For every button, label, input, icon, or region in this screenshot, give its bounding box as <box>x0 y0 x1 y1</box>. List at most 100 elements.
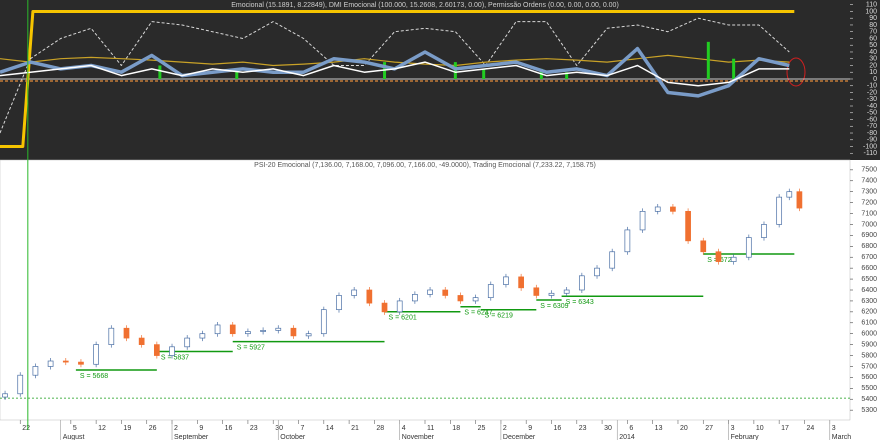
x-tick-label: 23 <box>579 425 587 432</box>
candle-body <box>351 289 358 296</box>
support-label: S = 6247 <box>464 310 492 317</box>
y-tick-label: 7400 <box>861 178 877 185</box>
y-tick-label: -40 <box>867 103 877 110</box>
y-tick-label: 60 <box>869 35 877 42</box>
month-label: 2014 <box>619 434 635 440</box>
y-tick-label: -20 <box>867 89 877 96</box>
bottom-title: PSI-20 Emocional (7,136.00, 7,168.00, 7,… <box>254 162 596 169</box>
x-tick-label: 27 <box>705 425 713 432</box>
y-tick-label: -90 <box>867 137 877 144</box>
y-tick-label: 5400 <box>861 396 877 403</box>
highlight-ellipse <box>786 57 806 87</box>
candle-body <box>786 191 793 198</box>
y-tick-label: 100 <box>865 8 877 15</box>
candle-body <box>639 210 646 231</box>
candle-body <box>245 331 251 335</box>
candle-body <box>594 267 600 277</box>
candle-body <box>275 327 282 331</box>
y-tick-label: 110 <box>866 2 877 9</box>
x-tick-label: 9 <box>528 425 532 432</box>
candle-body <box>442 289 449 296</box>
x-tick-label: 2 <box>174 425 178 432</box>
candle-body <box>366 289 373 304</box>
candle-body <box>761 224 767 238</box>
support-label: S = 6729 <box>707 257 735 264</box>
indicator-line <box>0 54 790 67</box>
x-tick-label: 3 <box>832 425 836 432</box>
candle-body <box>715 251 722 262</box>
candle-body <box>700 240 707 253</box>
candle-body <box>427 289 433 295</box>
x-tick-label: 19 <box>123 425 131 432</box>
candle-body <box>78 361 84 365</box>
histogram-bar <box>565 72 569 79</box>
candle-body <box>93 344 99 365</box>
y-tick-label: 7000 <box>861 221 877 228</box>
candle-body <box>609 251 616 269</box>
top-title: Emocional (15.1891, 8.22849), DMI Emocio… <box>231 2 619 9</box>
candle-body <box>214 324 221 335</box>
x-tick-label: 30 <box>275 425 283 432</box>
candle-body <box>548 292 555 296</box>
support-label: S = 5837 <box>161 354 189 361</box>
y-tick-label: 6100 <box>861 320 877 327</box>
x-tick-label: 6 <box>629 425 633 432</box>
histogram-bar <box>158 65 162 79</box>
candle-body <box>563 289 570 294</box>
candle-body <box>487 284 494 298</box>
bottom-panel-bg <box>0 159 851 421</box>
candle-body <box>503 276 509 285</box>
y-tick-label: 6800 <box>861 243 877 250</box>
candle-body <box>457 295 464 302</box>
candle-body <box>472 297 479 302</box>
x-tick-label: 14 <box>326 425 334 432</box>
candle-body <box>745 237 752 258</box>
y-tick-label: 90 <box>869 15 877 22</box>
x-tick-label: 5 <box>73 425 77 432</box>
y-tick-label: 6700 <box>861 254 877 261</box>
support-label: S = 5927 <box>237 345 265 352</box>
candle-body <box>654 206 661 212</box>
candle-body <box>518 276 524 289</box>
candle-body <box>533 287 540 296</box>
x-tick-label: 13 <box>655 425 663 432</box>
top-panel-bg <box>0 0 880 160</box>
histogram-bar <box>706 41 710 79</box>
candle-body <box>730 256 737 262</box>
y-tick-label: 80 <box>869 22 877 29</box>
x-tick-label: 17 <box>781 425 789 432</box>
candle-body <box>47 360 54 367</box>
x-tick-label: 23 <box>250 425 258 432</box>
x-tick-label: 18 <box>452 425 460 432</box>
y-tick-label: -50 <box>867 110 877 117</box>
candle-body <box>290 327 297 337</box>
y-tick-label: 30 <box>869 56 877 63</box>
y-tick-label: -110 <box>864 150 878 157</box>
candle-body <box>153 344 160 356</box>
x-tick-label: 21 <box>351 425 359 432</box>
candle-body <box>685 210 691 242</box>
y-tick-label: 5600 <box>861 374 877 381</box>
histogram-bar <box>235 68 239 79</box>
month-label: February <box>731 434 760 440</box>
histogram-bar <box>732 58 736 79</box>
x-tick-label: 9 <box>199 425 203 432</box>
candle-body <box>32 366 39 376</box>
y-tick-label: 6500 <box>861 276 877 283</box>
support-label: S = 6201 <box>389 315 417 322</box>
candle-body <box>776 196 783 225</box>
y-tick-label: -80 <box>867 130 877 137</box>
indicator-line <box>0 17 790 134</box>
y-tick-label: 6000 <box>861 331 877 338</box>
candle-body <box>412 294 418 302</box>
candle-body <box>260 330 266 332</box>
y-tick-label: 6200 <box>861 309 877 316</box>
x-tick-label: 22 <box>22 425 30 432</box>
support-label: S = 5668 <box>80 373 108 380</box>
y-tick-label: 7300 <box>861 189 877 196</box>
x-tick-label: 11 <box>427 425 434 432</box>
x-tick-label: 28 <box>376 425 384 432</box>
candle-body <box>2 393 8 398</box>
